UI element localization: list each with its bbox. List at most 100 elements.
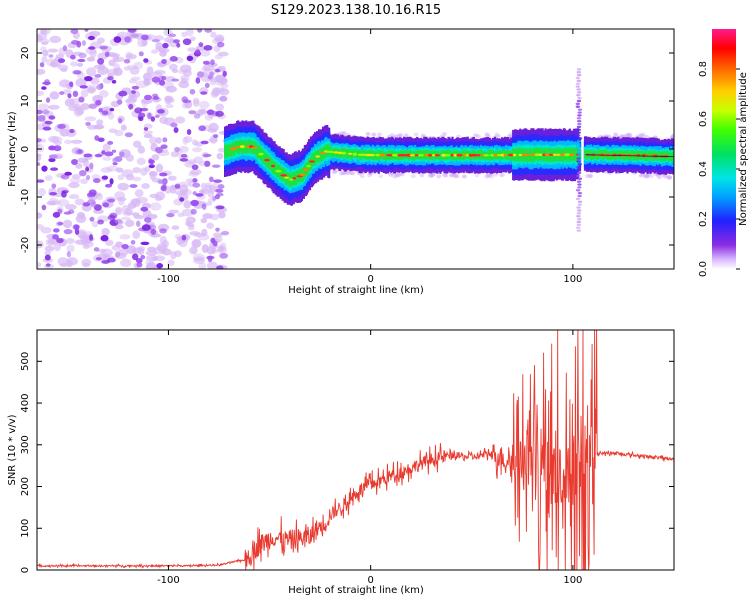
ridge-halo <box>584 173 590 178</box>
noise-blob-light <box>178 145 189 153</box>
colorbar-tick-label: 0.0 <box>698 261 709 277</box>
noise-blob-light <box>115 241 123 248</box>
noise-blob-light <box>155 137 162 144</box>
noise-blob-light <box>132 176 142 182</box>
noise-blob-light <box>53 242 62 252</box>
noise-blob-dark <box>97 137 105 143</box>
noise-blob-dark <box>109 178 114 185</box>
noise-blob-dark <box>135 220 141 227</box>
ridge-hotspot <box>283 176 290 179</box>
noise-blob-light <box>99 90 109 98</box>
noise-blob-light <box>80 103 90 110</box>
noise-blob-dark <box>45 263 51 267</box>
ridge-hotspot <box>434 154 440 157</box>
noise-blob-light <box>149 202 162 211</box>
noise-blob-dark <box>211 164 221 168</box>
ridge-hotspot <box>465 153 470 157</box>
noise-blob-dark <box>195 77 201 84</box>
noise-blob-light <box>181 208 194 217</box>
spectrogram-y-ticks: 20 10 0 -10 -20 <box>20 47 674 253</box>
noise-blob-dark <box>168 33 177 38</box>
ridge-hotspot <box>251 146 258 149</box>
vertical-feature-blob <box>575 168 581 172</box>
noise-blob-light <box>198 100 210 110</box>
ridge-halo <box>644 174 650 179</box>
noise-blob-light <box>118 197 125 206</box>
noise-blob-light <box>174 233 182 240</box>
noise-blob-dark <box>215 205 225 210</box>
noise-blob-light <box>119 234 131 240</box>
noise-blob-light <box>136 196 148 204</box>
noise-blob-light <box>75 162 83 169</box>
ridge-hotspot <box>264 158 270 162</box>
noise-blob-dark <box>138 51 144 57</box>
noise-blob-light <box>206 261 218 269</box>
noise-blob-light <box>66 257 78 266</box>
ridge-hotspot <box>229 147 237 151</box>
snr-x-label: Height of straight line (km) <box>288 585 424 596</box>
noise-blob-dark <box>197 29 203 33</box>
noise-blob-light <box>136 157 146 165</box>
noise-blob-dark <box>96 83 103 91</box>
ridge-hotspot <box>296 175 303 178</box>
noise-blob-dark <box>41 204 47 211</box>
noise-blob-light <box>176 238 185 246</box>
ridge-halo <box>500 172 506 177</box>
noise-blob-dark <box>144 94 153 101</box>
noise-blob-light <box>120 258 132 268</box>
noise-blob-dark <box>39 62 45 68</box>
noise-blob-dark <box>72 70 82 75</box>
noise-blob-dark <box>166 213 175 218</box>
ridge-hotspot <box>544 153 550 157</box>
noise-blob-light <box>144 80 152 86</box>
snr-panel: -100 0 100 0 100 200 300 400 500 Height of stra… <box>7 329 675 596</box>
snr-y-label: SNR (10 * v/v) <box>7 414 18 485</box>
ridge-halo <box>454 173 460 178</box>
ridge-hotspot <box>483 154 490 157</box>
noise-blob-light <box>64 139 73 145</box>
vertical-feature-blob <box>576 88 581 91</box>
noise-blob-light <box>81 258 92 267</box>
noise-blob-dark <box>161 58 167 65</box>
noise-blob-light <box>128 78 138 84</box>
noise-blob-dark <box>186 128 192 136</box>
vertical-feature-blob <box>576 145 581 149</box>
noise-blob-dark <box>216 41 225 48</box>
spectrogram-x-tick-label: 0 <box>367 274 373 285</box>
noise-blob-light <box>131 76 141 81</box>
noise-blob-light <box>125 173 135 181</box>
noise-blob-light <box>85 67 97 77</box>
noise-blob-light <box>180 74 190 83</box>
ridge-halo <box>667 175 673 180</box>
noise-blob-dark <box>94 153 103 158</box>
noise-blob-light <box>189 169 202 176</box>
ridge-hotspot <box>333 151 339 154</box>
noise-blob-light <box>126 245 137 254</box>
ridge-hotspot <box>512 153 517 157</box>
noise-blob-dark <box>213 179 223 183</box>
noise-blob-light <box>175 116 186 124</box>
ridge-hotspot <box>315 155 320 158</box>
noise-blob-light <box>117 182 129 191</box>
noise-blob-light <box>120 216 132 221</box>
ridge-hotspot <box>453 153 458 157</box>
ridge-hotspot <box>523 153 531 156</box>
noise-blob-light <box>202 213 213 220</box>
noise-blob-dark <box>84 29 89 32</box>
noise-blob-dark <box>69 81 74 88</box>
noise-blob-light <box>192 99 200 107</box>
noise-blob-dark <box>37 138 42 143</box>
vertical-feature-blob <box>576 117 582 120</box>
noise-blob-dark <box>180 153 188 158</box>
noise-blob-dark <box>136 262 143 268</box>
ridge-hotspot <box>391 153 399 157</box>
ridge-halo <box>662 174 668 179</box>
ridge-hotspot <box>500 153 505 157</box>
colorbar-tick-label: 0.2 <box>698 211 709 227</box>
noise-blob-light <box>149 193 160 199</box>
noise-blob-light <box>167 175 177 181</box>
noise-blob-light <box>218 88 230 96</box>
noise-blob-dark <box>130 33 140 38</box>
vertical-feature-blob <box>576 174 581 178</box>
noise-blob-dark <box>174 183 181 189</box>
